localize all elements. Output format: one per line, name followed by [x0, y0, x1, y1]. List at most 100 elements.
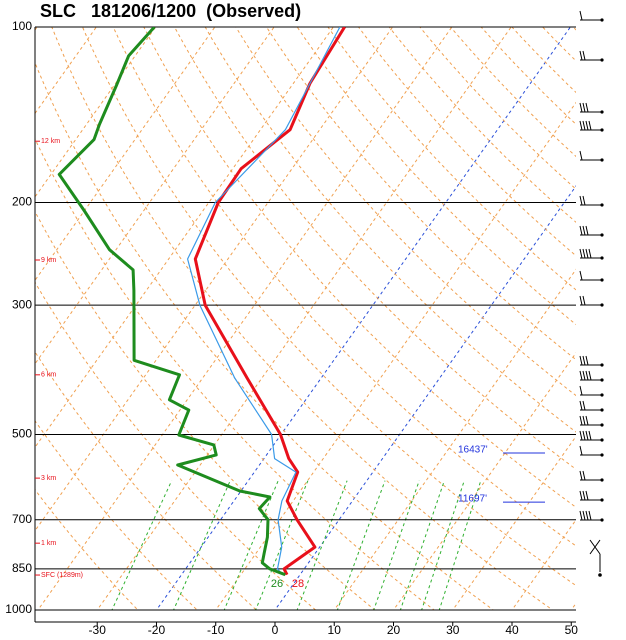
isotherm — [35, 27, 394, 532]
wind-barb — [579, 400, 602, 411]
isotherm — [155, 27, 571, 610]
isotherm — [35, 27, 275, 365]
dry-adiabat — [358, 27, 576, 257]
dry-adiabat — [511, 27, 576, 94]
wind-barb — [579, 225, 602, 236]
wind-barb — [579, 195, 602, 206]
x-tick-label: -20 — [148, 623, 166, 637]
x-tick-label: 30 — [446, 623, 460, 637]
dry-adiabat — [35, 281, 317, 610]
dry-adiabat — [388, 27, 576, 223]
wind-dot — [598, 573, 602, 577]
dry-adiabat — [51, 27, 554, 610]
level-label: 11697' — [458, 494, 487, 505]
wind-dot — [600, 408, 604, 412]
wind-barb — [579, 270, 602, 281]
dry-adiabat — [450, 27, 576, 158]
dry-adiabat — [480, 27, 576, 125]
wind-barb — [579, 120, 602, 131]
isotherm — [452, 435, 576, 610]
dry-adiabat — [35, 61, 495, 610]
wind-dot — [600, 453, 604, 457]
isotherm — [215, 101, 576, 610]
wind-dot — [600, 438, 604, 442]
wind-barb — [579, 430, 602, 441]
x-tick-label: -10 — [207, 623, 225, 637]
y-tick-label: 200 — [12, 195, 32, 209]
x-tick-label: 0 — [272, 623, 279, 637]
wind-barb — [579, 470, 602, 481]
isotherm — [35, 27, 334, 449]
wind-dot — [600, 128, 604, 132]
dry-adiabat — [235, 27, 576, 397]
wind-dot — [600, 58, 604, 62]
dry-adiabat — [35, 488, 139, 610]
isotherm — [96, 27, 512, 610]
dry-adiabat — [419, 27, 576, 190]
wind-dot — [600, 278, 604, 282]
x-tick-label: 10 — [328, 623, 342, 637]
mixing-ratio — [296, 480, 348, 610]
isotherm — [35, 27, 157, 198]
mixing-ratio — [399, 480, 445, 610]
height-label: 3 km — [41, 475, 56, 482]
wind-dot — [600, 233, 604, 237]
height-label: 12 km — [41, 138, 60, 145]
wind-barb — [579, 510, 602, 521]
dry-adiabat — [35, 210, 376, 610]
isotherm — [570, 602, 576, 610]
x-tick-label: 40 — [505, 623, 519, 637]
height-label: SFC (1289m) — [41, 572, 83, 579]
x-tick-label: 50 — [565, 623, 579, 637]
mixing-ratio — [255, 480, 309, 610]
wind-dot — [600, 158, 604, 162]
wind-dot — [600, 423, 604, 427]
mixing-ratio — [421, 480, 465, 610]
level-label: 16437' — [458, 445, 488, 456]
dry-adiabat — [327, 27, 576, 291]
dry-adiabat — [174, 27, 576, 470]
wind-dot — [600, 203, 604, 207]
wind-barb — [589, 539, 601, 572]
isotherm — [392, 352, 576, 610]
dry-adiabat — [266, 27, 576, 361]
wind-dot — [600, 18, 604, 22]
wind-barb — [579, 150, 602, 161]
foreground: 100 200 300 500 700 850 1000 -30 -20 -10 0 10 20 30 40… — [5, 10, 604, 637]
dry-adiabat — [542, 27, 576, 62]
wind-barb — [579, 50, 602, 61]
wind-dot — [600, 518, 604, 522]
isotherm — [35, 27, 216, 282]
wind-dot — [600, 303, 604, 307]
y-tick-label: 850 — [12, 561, 32, 575]
wind-dot — [600, 378, 604, 382]
wind-dot — [600, 256, 604, 260]
wind-dot — [600, 110, 604, 114]
background-lines — [35, 27, 576, 610]
isotherm — [511, 519, 576, 610]
isotherm — [35, 27, 38, 31]
isotherm — [333, 268, 576, 610]
wind-barb — [579, 490, 602, 501]
wind-dot — [600, 498, 604, 502]
mixing-ratio — [111, 480, 173, 610]
wind-barb — [579, 385, 602, 396]
wind-barb — [579, 370, 602, 381]
wind-dot — [600, 393, 604, 397]
wind-barb — [579, 445, 602, 456]
wind-barb — [579, 102, 602, 113]
dry-adiabat — [296, 27, 576, 326]
wind-barb — [579, 415, 602, 426]
dry-adiabat — [82, 27, 576, 587]
x-tick-label: -30 — [89, 623, 107, 637]
y-tick-label: 1000 — [5, 602, 32, 616]
sounding-line — [57, 27, 286, 577]
isotherm — [274, 185, 576, 610]
wind-barb — [579, 355, 602, 366]
y-tick-label: 500 — [12, 427, 32, 441]
height-label: 9 km — [41, 257, 56, 264]
x-tick-label: 20 — [387, 623, 401, 637]
mixing-ratio — [336, 480, 386, 610]
wind-dot — [600, 478, 604, 482]
